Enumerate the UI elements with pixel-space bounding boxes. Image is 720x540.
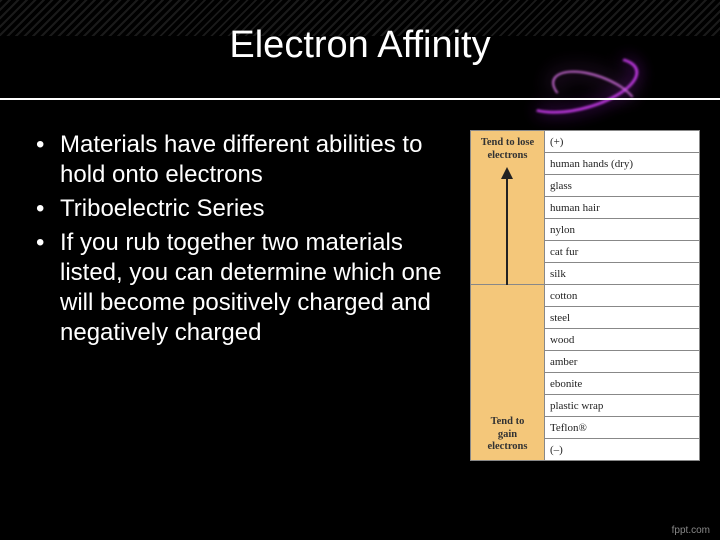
material-row: human hair <box>544 197 699 219</box>
sign-bottom: (–) <box>544 439 699 461</box>
material-row: wood <box>544 329 699 351</box>
sign-top: (+) <box>544 131 699 153</box>
top-label-2: electrons <box>487 150 527 161</box>
bullet-content: Materials have different abilities to ho… <box>34 130 454 352</box>
top-label-1: Tend to lose <box>481 137 534 148</box>
material-row: silk <box>544 263 699 285</box>
material-row: human hands (dry) <box>544 153 699 175</box>
material-row: nylon <box>544 219 699 241</box>
material-row: steel <box>544 307 699 329</box>
material-row: cotton <box>544 285 699 307</box>
material-row: amber <box>544 351 699 373</box>
bullet-item: If you rub together two materials listed… <box>34 228 454 348</box>
triboelectric-table: Tend to lose electrons (+) human hands (… <box>470 130 700 461</box>
bottom-label-1: Tend to <box>491 416 525 427</box>
material-row: ebonite <box>544 373 699 395</box>
title-underline <box>0 98 720 100</box>
bottom-label-3: electrons <box>487 441 527 452</box>
footer-credit: fppt.com <box>672 525 710 536</box>
bullet-item: Triboelectric Series <box>34 194 454 224</box>
slide-title: Electron Affinity <box>0 24 720 67</box>
material-row: Teflon® <box>544 417 699 439</box>
arrow-cell-bottom: Tend to gain electrons <box>471 285 545 461</box>
arrow-cell-top: Tend to lose electrons <box>471 131 545 285</box>
bullet-item: Materials have different abilities to ho… <box>34 130 454 190</box>
material-row: plastic wrap <box>544 395 699 417</box>
material-row: glass <box>544 175 699 197</box>
material-row: cat fur <box>544 241 699 263</box>
bottom-label-2: gain <box>498 429 517 440</box>
